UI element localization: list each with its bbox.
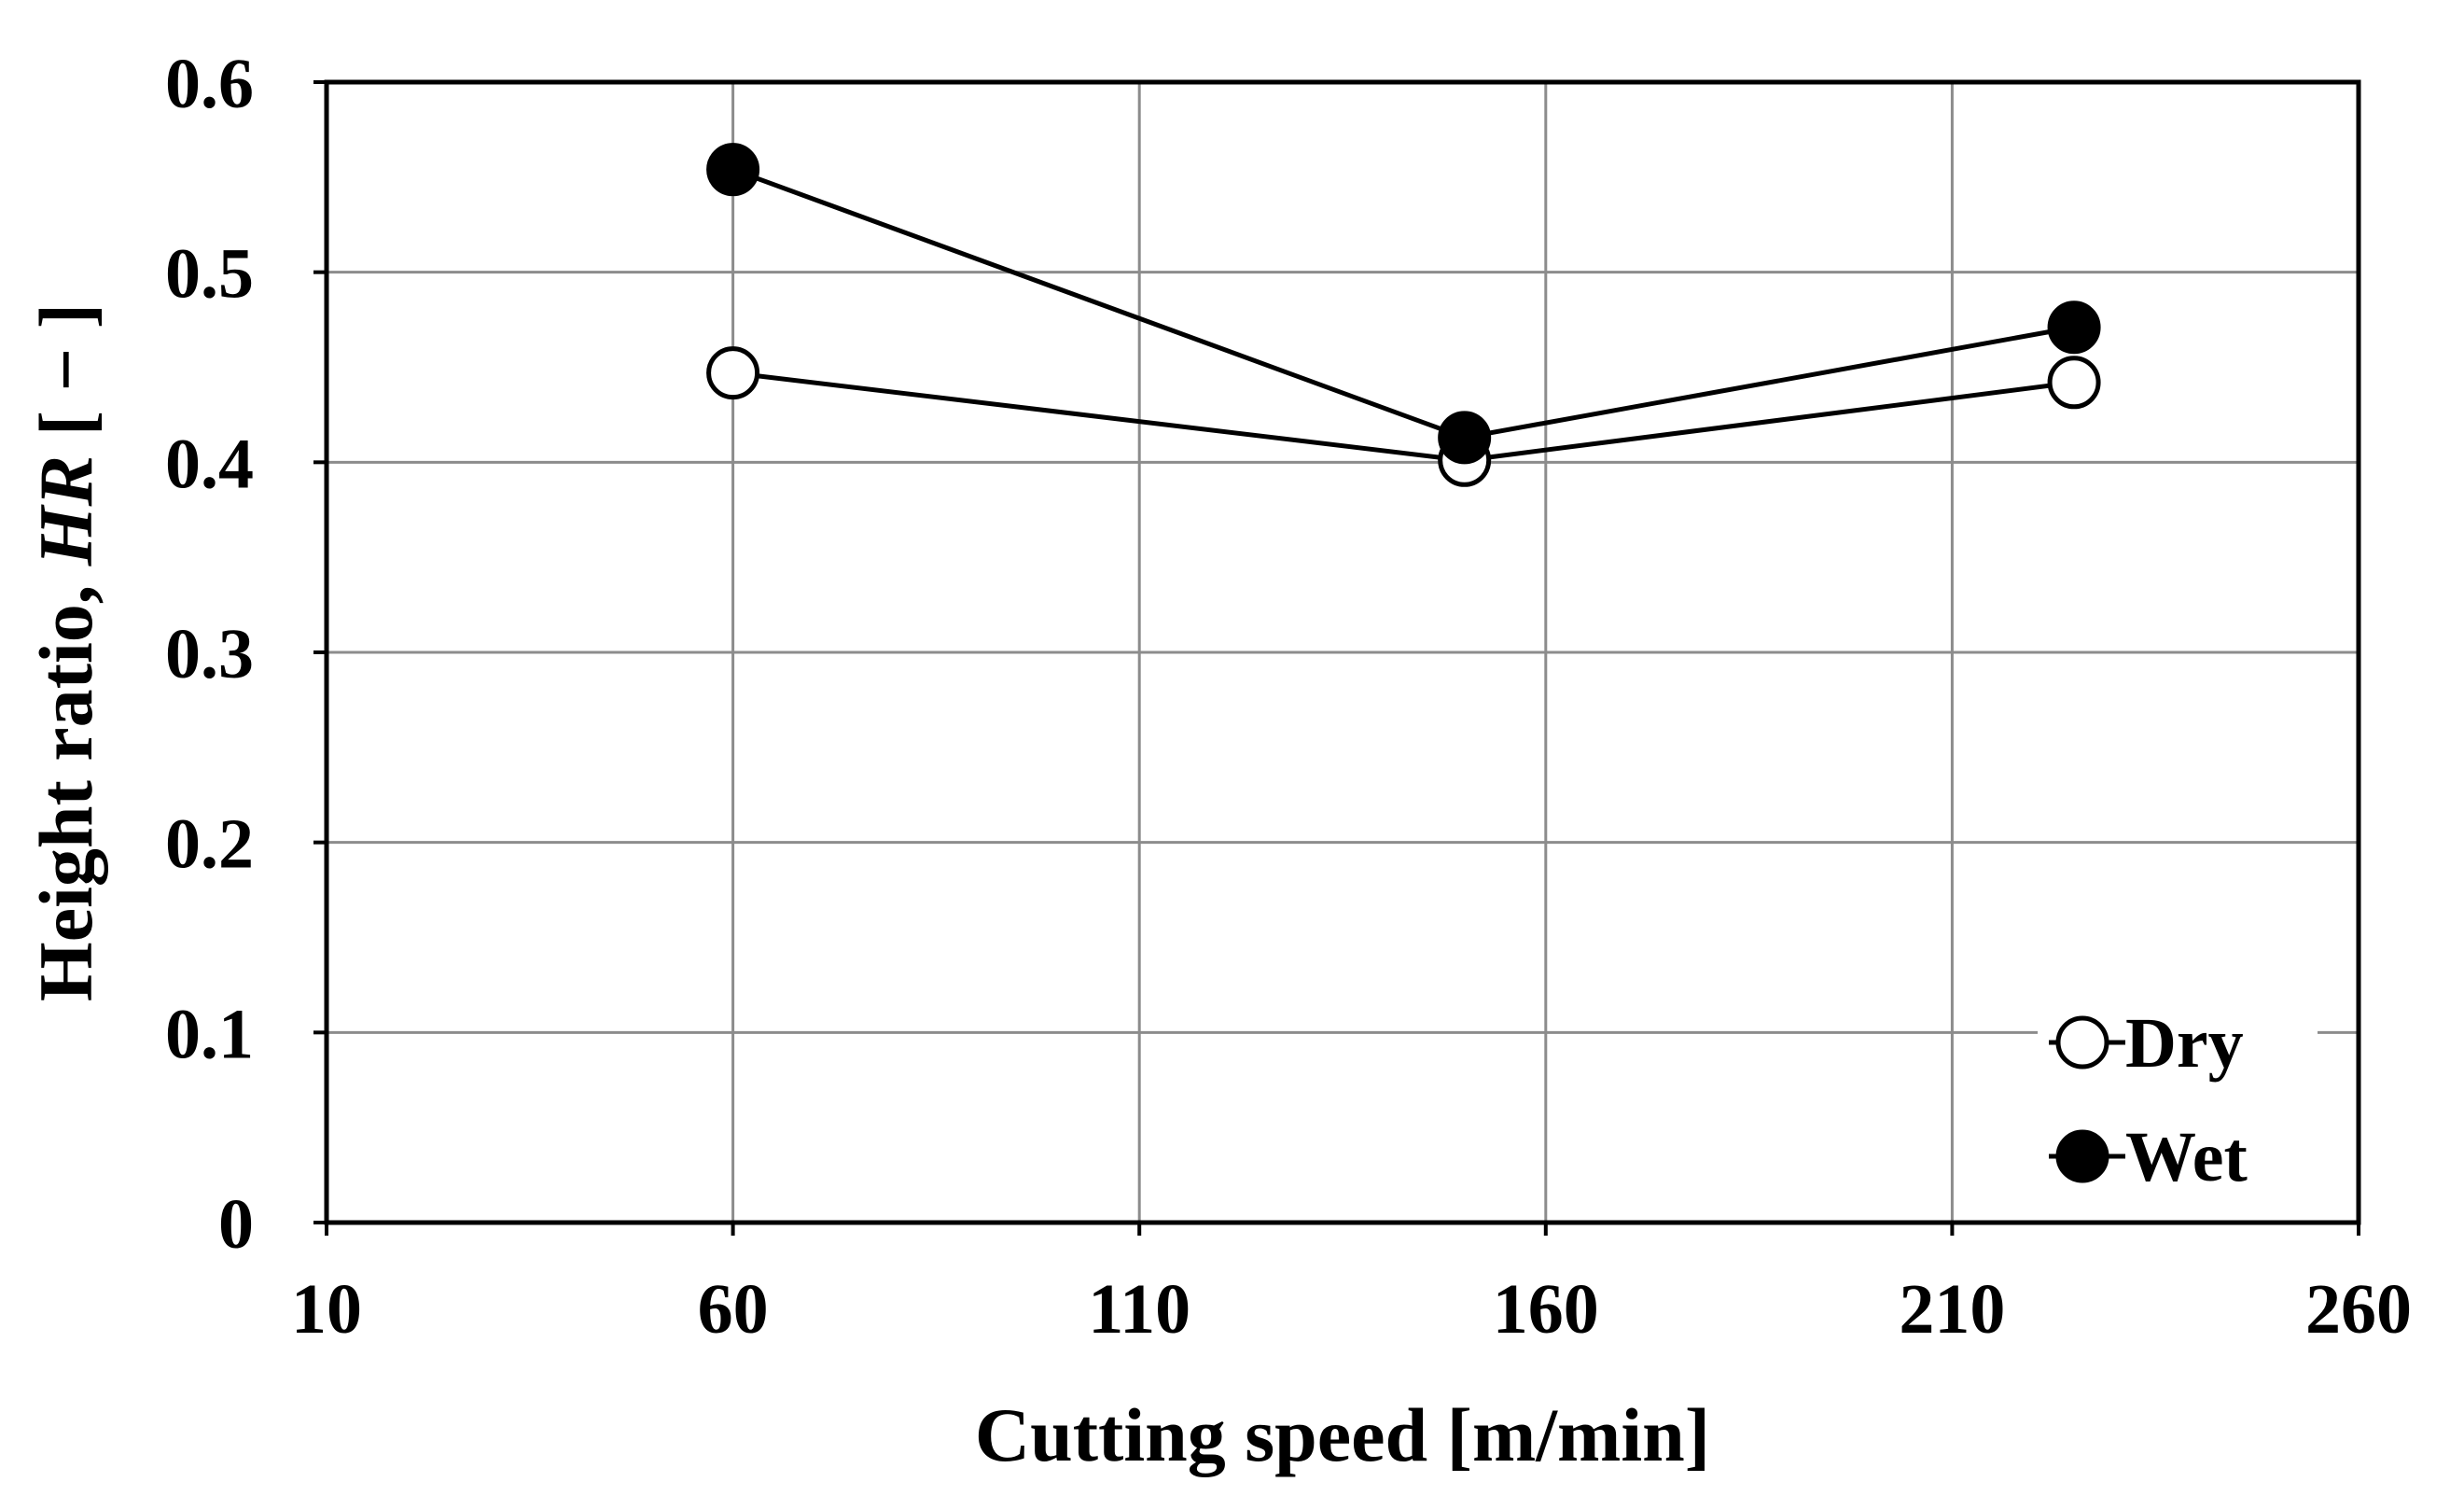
y-tick-label: 0.5: [165, 235, 254, 314]
data-point-dry: [706, 346, 760, 400]
legend: Dry Wet: [2038, 998, 2318, 1201]
y-axis-title-symbol: HR: [23, 455, 108, 566]
data-point-wet: [1438, 411, 1492, 465]
x-axis-ticks: 10 60 110 160 210 260: [291, 1223, 2412, 1349]
grid-lines: [327, 82, 2359, 1223]
y-tick-label: 0.3: [165, 615, 254, 693]
legend-label-wet: Wet: [2125, 1118, 2248, 1196]
y-tick-label: 0: [218, 1185, 254, 1264]
y-tick-label: 0.4: [165, 425, 254, 503]
data-point-wet: [2047, 301, 2101, 355]
y-axis-title: Height ratio, HR [ − ]: [23, 303, 108, 1001]
data-point-dry: [2047, 356, 2101, 410]
x-tick-label: 10: [291, 1270, 362, 1349]
x-tick-label: 60: [698, 1270, 769, 1349]
x-tick-label: 160: [1493, 1270, 1599, 1349]
data-point-wet: [706, 143, 760, 197]
y-tick-label: 0.2: [165, 805, 254, 884]
legend-marker-dry: [2055, 1015, 2109, 1070]
x-tick-label: 110: [1088, 1270, 1190, 1349]
x-tick-label: 260: [2305, 1270, 2412, 1349]
legend-marker-wet: [2055, 1129, 2109, 1183]
x-tick-label: 210: [1899, 1270, 2005, 1349]
x-axis-title: Cutting speed [m/min]: [975, 1392, 1710, 1477]
y-tick-label: 0.6: [165, 45, 254, 123]
y-axis-title-unit: [ − ]: [23, 303, 108, 455]
y-axis-ticks: 0 0.1 0.2 0.3 0.4 0.5 0.6: [165, 45, 327, 1264]
series-layer: [706, 143, 2101, 487]
y-tick-label: 0.1: [165, 995, 254, 1073]
legend-label-dry: Dry: [2125, 1004, 2244, 1083]
y-axis-title-prefix: Height ratio,: [23, 566, 108, 1001]
